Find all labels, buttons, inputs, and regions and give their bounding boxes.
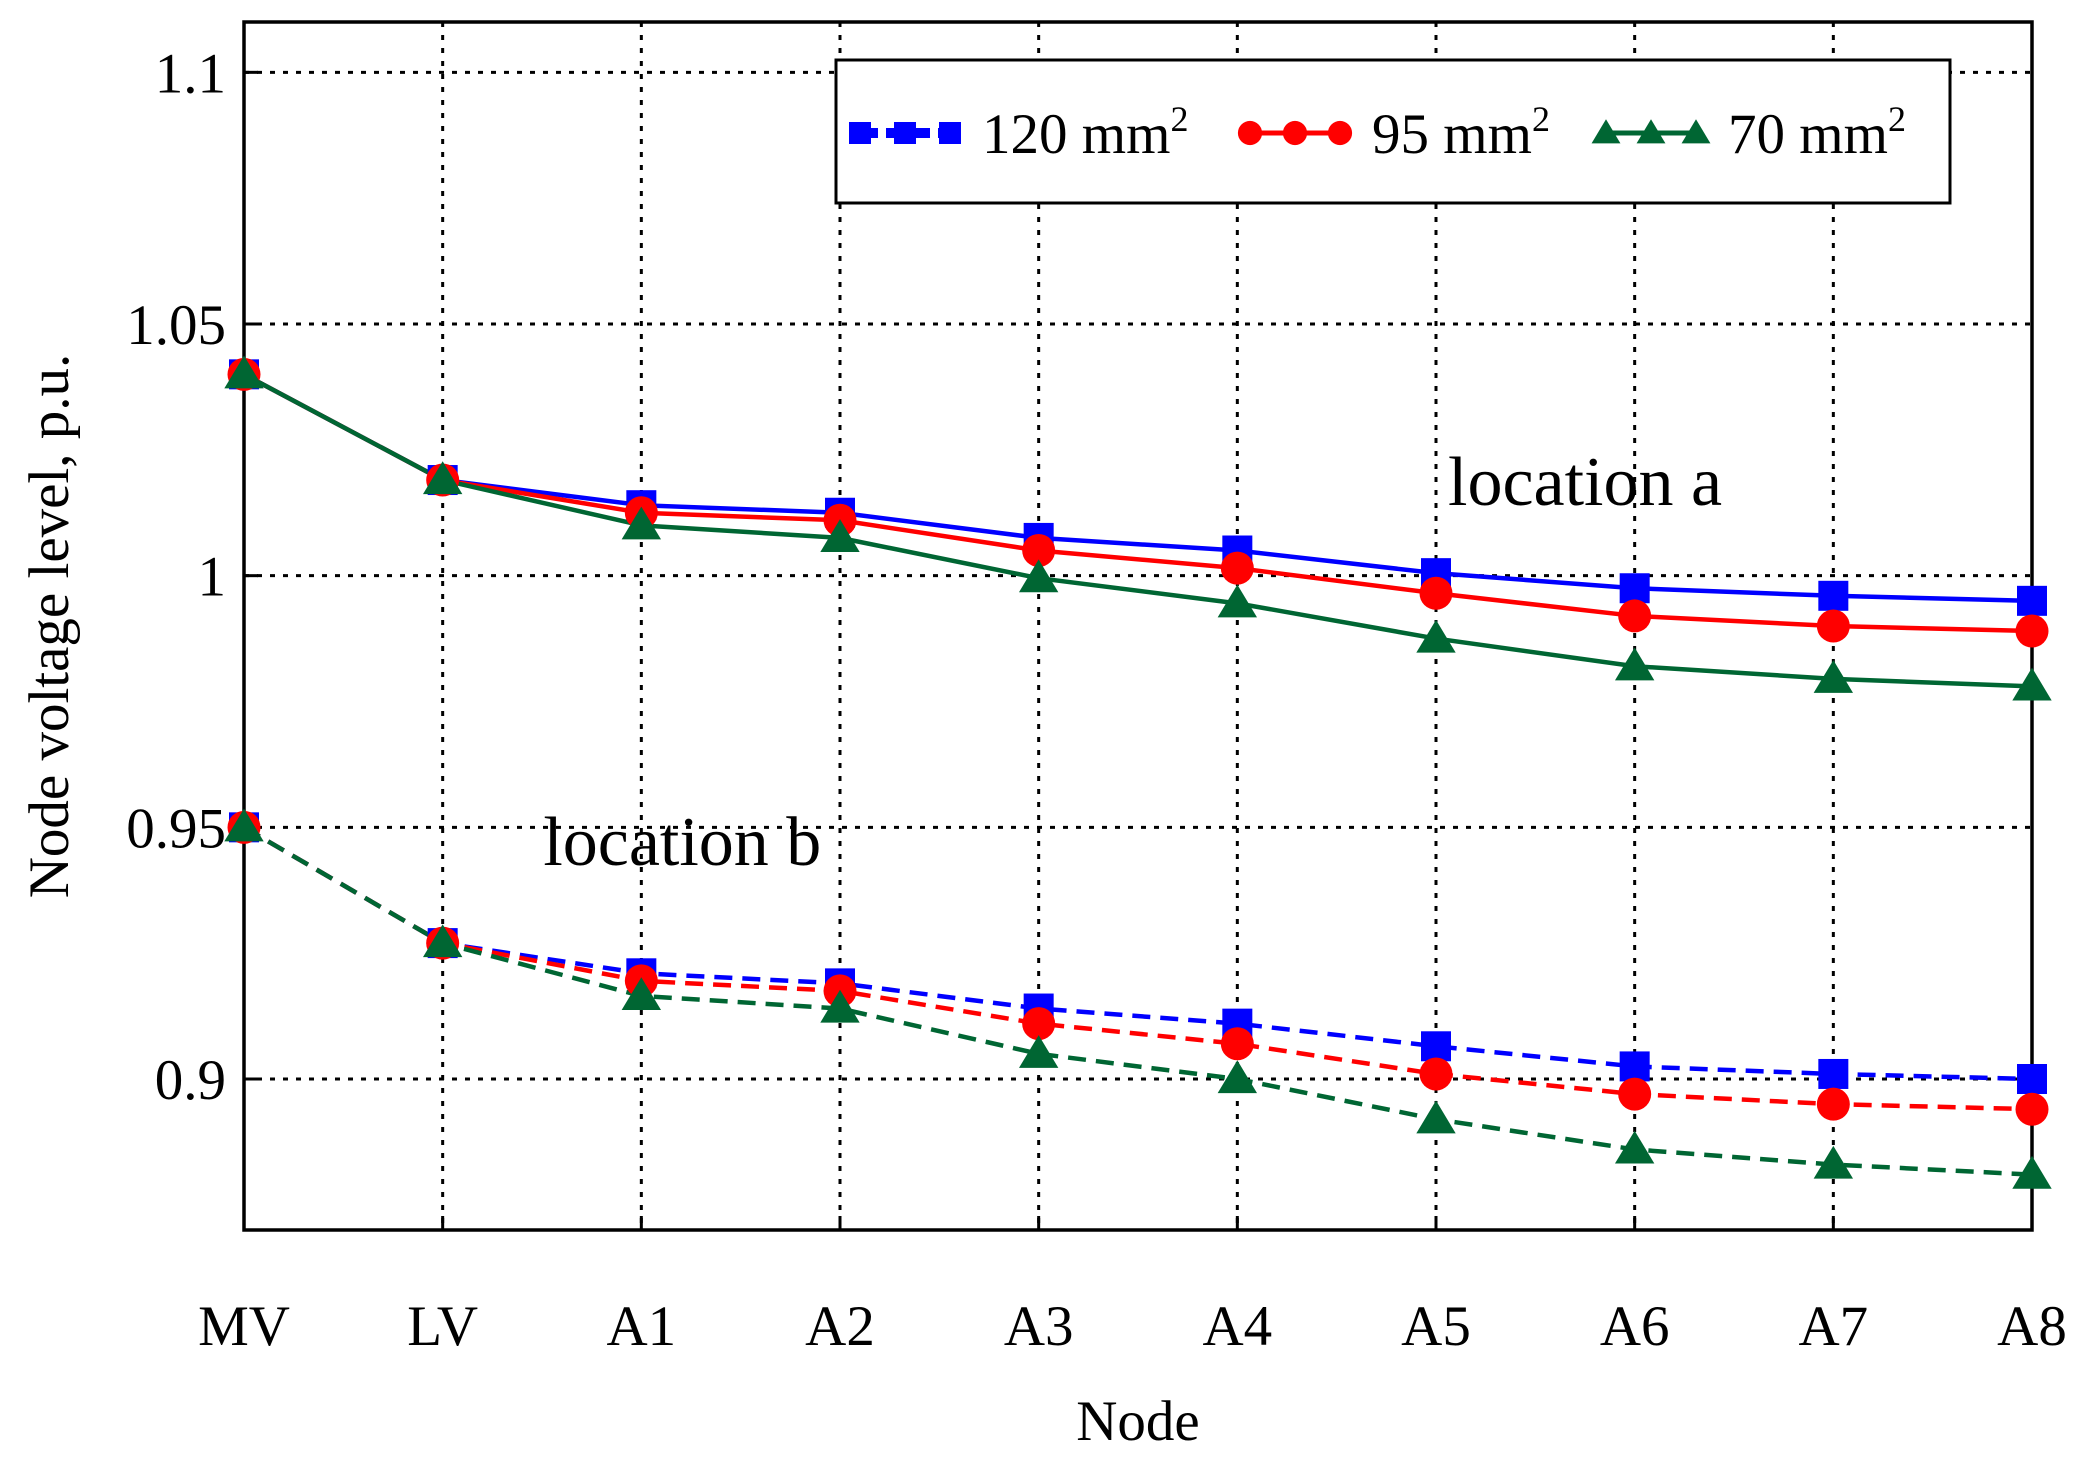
- data-point-location-b-triangle: [621, 977, 662, 1011]
- data-point-location-a-triangle: [621, 506, 662, 540]
- series-line-location-a-square: [242, 372, 2033, 604]
- data-point-location-a-triangle: [820, 519, 860, 552]
- data-point-location-a-circle: [1618, 599, 1652, 633]
- legend-box: [834, 58, 1952, 205]
- legend-marker-square: [894, 122, 916, 144]
- legend-marker-circle: [1237, 120, 1263, 146]
- data-point-location-b-triangle: [422, 924, 463, 958]
- data-point-location-a-triangle: [1416, 619, 1456, 653]
- x-tick-label: A7: [1798, 1295, 1868, 1358]
- data-point-location-a-circle: [2015, 614, 2049, 648]
- data-point-location-b-square: [1818, 1058, 1849, 1089]
- legend-label-superscript: 2: [1170, 99, 1188, 139]
- series-lines: [242, 372, 2033, 1177]
- data-point-location-b-square: [1421, 1031, 1451, 1062]
- series-markers: [224, 355, 2052, 1189]
- data-point-location-b-circle: [1618, 1077, 1652, 1111]
- data-point-location-a-circle: [1022, 534, 1056, 567]
- data-point-location-b-circle: [1816, 1087, 1850, 1121]
- legend-marker-square: [849, 122, 871, 144]
- data-point-location-a-triangle: [1614, 647, 1655, 681]
- data-point-location-b-triangle: [1217, 1060, 1258, 1094]
- series-line-location-b-circle: [242, 825, 2033, 1112]
- data-point-location-b-square: [2017, 1064, 2047, 1094]
- y-axis-ticks: 0.9 0.95 1 1.05 1.1: [126, 42, 258, 1112]
- legend-marker-circle: [1327, 120, 1353, 146]
- data-point-location-a-triangle: [224, 355, 264, 389]
- data-point-location-a-circle: [1220, 551, 1254, 585]
- series-line-location-a-circle: [242, 372, 2033, 634]
- legend-label-superscript: 2: [1888, 99, 1906, 139]
- data-point-location-b-triangle: [1018, 1035, 1059, 1068]
- data-point-location-b-circle: [1022, 1007, 1056, 1041]
- data-point-location-b-triangle: [1614, 1130, 1655, 1164]
- legend-label-circle: 95 mm2: [1372, 99, 1550, 166]
- x-tick-label: A1: [606, 1295, 676, 1358]
- data-point-location-b-triangle: [1813, 1145, 1854, 1179]
- data-point-location-b-triangle: [820, 989, 860, 1023]
- data-point-location-b-triangle: [1416, 1100, 1456, 1134]
- annotation-location-b: location b: [543, 804, 821, 881]
- legend-marker-triangle: [1681, 119, 1711, 144]
- data-point-location-a-square: [1818, 580, 1849, 611]
- data-point-location-b-triangle: [2012, 1155, 2052, 1189]
- data-point-location-a-triangle: [1018, 559, 1059, 593]
- data-point-location-a-triangle: [1217, 584, 1258, 618]
- data-point-location-a-triangle: [2012, 667, 2052, 701]
- data-point-location-a-circle: [1419, 576, 1453, 610]
- annotation-location-a: location a: [1448, 444, 1722, 521]
- series-line-location-b-triangle: [242, 825, 2033, 1177]
- series-line-location-b-square: [242, 825, 2033, 1082]
- x-tick-label: MV: [198, 1295, 290, 1358]
- legend-label-square: 120 mm2: [982, 99, 1188, 166]
- x-tick-label: LV: [407, 1295, 478, 1358]
- x-tick-label: A3: [1004, 1295, 1074, 1358]
- legend-marker-circle: [1282, 120, 1308, 146]
- x-tick-label: A8: [1997, 1295, 2067, 1358]
- y-tick-label: 0.9: [155, 1049, 226, 1112]
- y-tick-label: 1.1: [155, 42, 226, 105]
- x-tick-label: A5: [1401, 1295, 1471, 1358]
- data-point-location-b-circle: [1220, 1027, 1254, 1061]
- y-tick-label: 0.95: [126, 797, 226, 860]
- legend-marker-square: [939, 122, 961, 144]
- data-point-location-b-square: [1619, 1051, 1650, 1082]
- y-tick-label: 1: [198, 546, 227, 609]
- legend: 120 mm2 95 mm2 70 mm2: [834, 58, 1952, 205]
- y-axis-label: Node voltage level, p.u.: [18, 354, 81, 899]
- legend-label-superscript: 2: [1532, 99, 1550, 139]
- legend-label-triangle: 70 mm2: [1728, 99, 1906, 166]
- data-point-location-a-triangle: [1813, 660, 1854, 693]
- series-line-location-a-triangle: [242, 372, 2033, 689]
- data-point-location-b-circle: [1419, 1057, 1453, 1091]
- data-point-location-a-square: [1619, 573, 1650, 604]
- x-axis-ticks: MV LV A1 A2 A3 A4 A5 A6 A7 A8: [198, 1216, 2067, 1358]
- data-point-location-b-circle: [2015, 1092, 2049, 1126]
- y-tick-label: 1.05: [126, 294, 226, 357]
- legend-marker-triangle: [1636, 119, 1666, 144]
- x-tick-label: A6: [1600, 1295, 1670, 1358]
- x-tick-label: A4: [1202, 1295, 1272, 1358]
- data-point-location-a-square: [2017, 585, 2047, 616]
- data-point-location-a-triangle: [422, 461, 463, 495]
- x-tick-label: A2: [805, 1295, 875, 1358]
- data-point-location-b-triangle: [224, 808, 264, 842]
- x-axis-label: Node: [1076, 1390, 1199, 1453]
- data-point-location-a-circle: [1816, 609, 1850, 643]
- legend-marker-triangle: [1591, 119, 1621, 144]
